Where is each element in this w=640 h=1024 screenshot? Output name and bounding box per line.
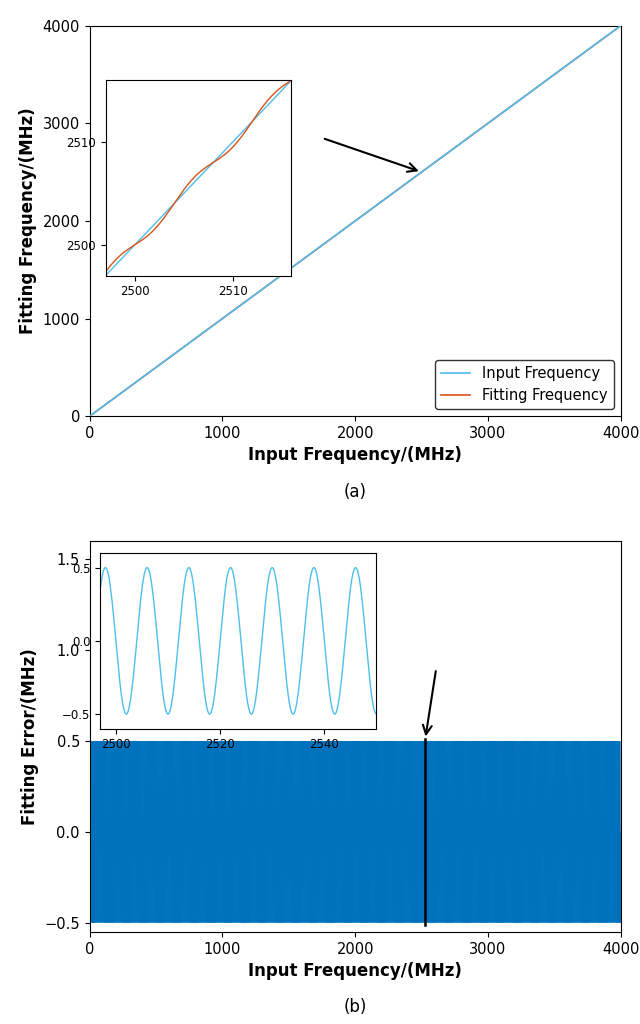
Text: (a): (a) — [344, 482, 367, 501]
Y-axis label: Fitting Error/(MHz): Fitting Error/(MHz) — [20, 648, 38, 825]
X-axis label: Input Frequency/(MHz): Input Frequency/(MHz) — [248, 963, 462, 980]
Input Frequency — [536, 79, 544, 91]
Fitting Frequency — [530, 83, 538, 95]
Input Frequency — [554, 66, 562, 78]
Fitting Frequency — [617, 19, 625, 32]
Input Frequency — [232, 302, 240, 314]
Input Frequency — [530, 83, 538, 95]
Legend: Input Frequency, Fitting Frequency: Input Frequency, Fitting Frequency — [435, 360, 614, 409]
Input Frequency — [617, 19, 625, 32]
Fitting Frequency — [232, 302, 240, 314]
Fitting Frequency — [86, 410, 93, 422]
Line: Fitting Frequency: Fitting Frequency — [90, 26, 621, 416]
Line: Input Frequency: Input Frequency — [90, 26, 621, 416]
Fitting Frequency — [219, 312, 227, 325]
Input Frequency — [289, 260, 297, 272]
Fitting Frequency — [289, 260, 297, 272]
Fitting Frequency — [554, 66, 562, 78]
X-axis label: Input Frequency/(MHz): Input Frequency/(MHz) — [248, 446, 462, 465]
Fitting Frequency — [536, 79, 544, 91]
Input Frequency — [219, 312, 227, 325]
Text: (b): (b) — [344, 998, 367, 1016]
Input Frequency — [86, 410, 93, 422]
Y-axis label: Fitting Frequency/(MHz): Fitting Frequency/(MHz) — [19, 108, 37, 334]
